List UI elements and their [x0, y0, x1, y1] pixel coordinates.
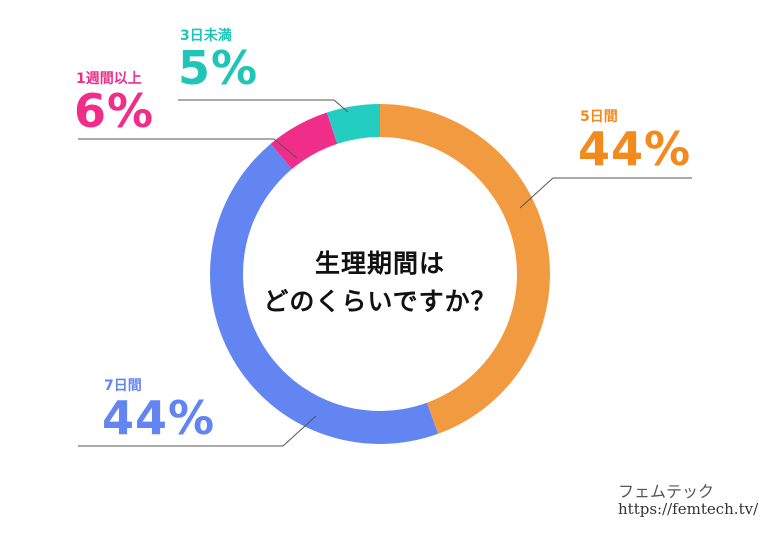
donut-slice-1: [209, 143, 439, 445]
leader-lines: [78, 99, 692, 447]
leader-line-5days: [519, 177, 692, 209]
donut-slice-3: [326, 104, 380, 144]
leader-line-1week: [78, 138, 298, 159]
label-5days: 5日間: [580, 109, 618, 125]
leader-line-3days: [178, 99, 349, 113]
donut-slice-2: [270, 112, 338, 170]
brand-url: https://femtech.tv/: [618, 500, 759, 518]
label-1week: 1週間以上: [76, 71, 142, 87]
value-7days: 44%: [102, 391, 216, 445]
center-title-line2: どのくらいですか？: [263, 287, 497, 316]
value-5days: 44%: [578, 122, 692, 176]
value-1week: 6%: [74, 84, 155, 138]
donut-slice-0: [380, 104, 551, 434]
value-3days: 5%: [178, 41, 259, 95]
leader-line-7days: [78, 415, 317, 447]
donut-slices: [209, 104, 551, 445]
brand-logo: フェムテック: [618, 482, 715, 501]
label-3days: 3日未満: [180, 28, 232, 44]
label-7days: 7日間: [104, 378, 142, 394]
center-title-line1: 生理期間は: [314, 249, 445, 278]
